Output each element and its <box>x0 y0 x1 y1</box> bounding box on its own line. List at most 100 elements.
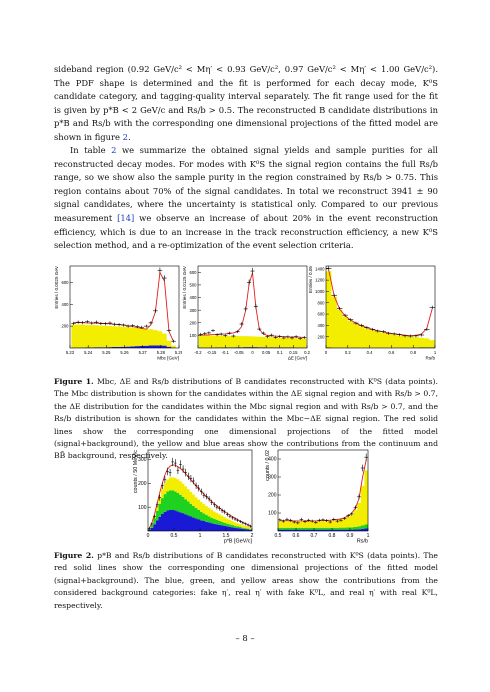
y-tick-label: 100 <box>138 505 147 511</box>
x-tick-label: 1 <box>199 533 202 539</box>
data-point <box>317 518 322 522</box>
data-point <box>98 321 104 326</box>
data-point <box>331 293 337 298</box>
figure-ref-link[interactable]: 2 <box>122 131 129 142</box>
real-KL-area <box>148 477 252 530</box>
plot-area <box>278 453 368 531</box>
data-point <box>89 321 95 325</box>
figure-1-label: Figure 1. <box>54 377 94 386</box>
data-point <box>339 518 343 522</box>
data-point <box>299 517 304 521</box>
data-point <box>342 313 348 317</box>
data-point <box>253 304 258 309</box>
data-point <box>277 334 282 338</box>
data-point <box>324 519 329 523</box>
fake-etaprime-area <box>278 528 368 531</box>
data-point <box>391 332 397 336</box>
x-tick-label: 1.5 <box>223 533 230 539</box>
data-point <box>239 519 242 523</box>
y-tick-label: 1200 <box>315 278 325 283</box>
continuum-area <box>326 271 435 348</box>
data-point <box>278 518 282 522</box>
x-tick-label: 0 <box>251 350 254 355</box>
data-point <box>285 335 290 339</box>
data-point <box>150 522 154 526</box>
data-point <box>116 323 122 327</box>
x-tick-label: 0.4 <box>367 350 373 355</box>
data-point <box>294 335 299 339</box>
data-point <box>162 275 167 281</box>
data-point <box>326 266 332 271</box>
data-point <box>342 516 347 520</box>
data-point <box>202 492 206 499</box>
paragraph-end: . <box>128 131 131 142</box>
fit-line <box>279 459 367 522</box>
data-point <box>285 517 289 521</box>
paragraph-text: sideband region (0.92 GeV/c² < Mη′ < 0.9… <box>54 64 438 142</box>
figure-1-caption: Figure 1. Mbc, ΔE and Rs/b distributions… <box>54 376 438 463</box>
data-point <box>215 504 219 510</box>
x-tick-label: 5.26 <box>120 350 129 355</box>
plot-area <box>148 457 252 531</box>
data-point <box>302 335 307 339</box>
plot-area <box>198 267 307 348</box>
x-tick-label: 0.15 <box>289 350 298 355</box>
y-tick-label: 400 <box>190 295 198 300</box>
data-point <box>265 335 270 339</box>
y-tick-label: 500 <box>190 283 198 288</box>
data-point <box>360 464 365 472</box>
plot-area <box>326 266 435 348</box>
x-axis-label: Rs/b <box>357 539 368 545</box>
data-point <box>347 318 354 322</box>
data-point <box>303 520 307 524</box>
data-point <box>418 333 425 337</box>
data-point <box>261 331 266 335</box>
data-point <box>210 499 213 506</box>
paragraph-text-a: In table <box>70 145 106 155</box>
figure-2-caption-text: p*B and Rs/b distributions of B candidat… <box>54 551 438 610</box>
data-point <box>296 521 300 525</box>
data-point <box>332 517 336 521</box>
x-tick-label: 0.8 <box>410 350 416 355</box>
data-point <box>328 520 332 524</box>
data-point <box>158 494 161 501</box>
y-tick-label: 600 <box>190 270 198 275</box>
data-point <box>153 308 158 313</box>
y-tick-label: 400 <box>268 457 277 463</box>
x-axis-label: Rs/b <box>426 356 436 361</box>
data-point <box>226 512 229 517</box>
y-tick-label: 400 <box>318 323 326 328</box>
y-tick-label: 300 <box>190 308 198 313</box>
data-point <box>148 527 151 531</box>
data-point <box>205 493 208 500</box>
data-point <box>243 306 248 312</box>
data-point <box>75 320 81 324</box>
data-point <box>353 505 358 510</box>
x-tick-label: 0.6 <box>388 350 394 355</box>
data-point <box>166 467 169 476</box>
data-point <box>246 523 250 527</box>
data-point <box>174 459 177 468</box>
data-point <box>163 476 167 484</box>
y-tick-label: 300 <box>138 457 147 463</box>
data-point <box>148 321 154 325</box>
data-point <box>233 517 237 521</box>
x-tick-label: 0.5 <box>275 533 282 539</box>
data-point <box>289 336 295 340</box>
data-point <box>206 331 211 335</box>
x-tick-label: 5.28 <box>157 350 166 355</box>
data-point <box>239 322 244 326</box>
data-point <box>250 267 255 275</box>
data-point <box>168 468 172 477</box>
data-point <box>336 306 343 310</box>
data-point <box>231 516 234 520</box>
citation-link[interactable]: [14] <box>117 212 135 223</box>
table-ref-link[interactable]: 2 <box>111 145 117 155</box>
data-point <box>153 514 156 519</box>
x-tick-label: -0.15 <box>207 350 217 355</box>
data-point <box>80 320 85 325</box>
data-point <box>94 320 99 324</box>
y-tick-label: 400 <box>62 302 70 307</box>
deltae-plot: -0.2 -0.15 -0.1 -0.05 0 0.05 0.1 0.15 0.2 100 200 3… <box>182 265 310 360</box>
data-point <box>220 508 224 513</box>
